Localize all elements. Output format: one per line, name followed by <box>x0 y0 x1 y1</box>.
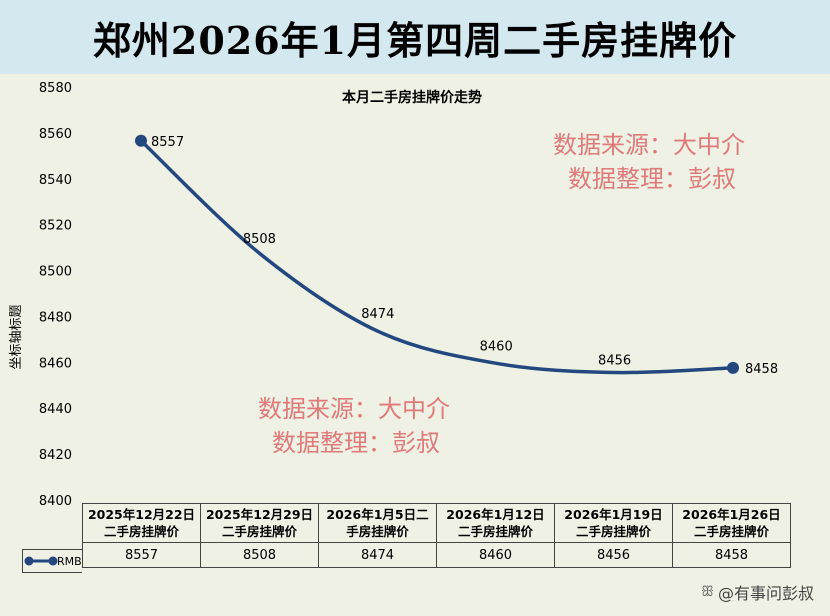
footer-watermark: ꕥ @有事问彭叔 <box>701 580 814 604</box>
y-tick-label: 8460 <box>39 356 72 371</box>
data-label: 8474 <box>361 307 394 322</box>
category-label-line: 二手房挂牌价 <box>575 524 651 539</box>
category-label-line: 2026年1月12日 <box>446 507 545 522</box>
data-point-marker <box>727 361 739 374</box>
platform-logo-icon: ꕥ <box>700 584 714 600</box>
y-tick-label: 8400 <box>39 494 72 509</box>
y-tick-label: 8480 <box>39 310 72 325</box>
category-label-line: 二手房挂牌价 <box>103 524 179 539</box>
legend-label: RMB <box>57 554 82 568</box>
table-value-cell: 8458 <box>672 542 791 568</box>
table-header-cell: 2025年12月29日 二手房挂牌价 <box>200 503 319 543</box>
data-label: 8458 <box>745 362 778 377</box>
y-tick-label: 8500 <box>39 265 72 280</box>
table-value-cell: 8474 <box>318 542 437 568</box>
watermark-top: 数据来源：大中介 数据整理：彭叔 <box>553 131 745 193</box>
legend-marker-icon <box>24 556 58 566</box>
table-value-row: 8557 8508 8474 8460 8456 8458 <box>82 542 791 568</box>
table-header-cell: 2025年12月22日 二手房挂牌价 <box>82 503 201 543</box>
table-header-row: 2025年12月22日 二手房挂牌价 2025年12月29日 二手房挂牌价 2026年1… <box>82 503 791 543</box>
watermark-editor-top: 数据整理：彭叔 <box>568 165 736 193</box>
table-value-cell: 8508 <box>200 542 319 568</box>
data-label: 8557 <box>151 135 184 150</box>
y-axis-title: 坐标轴标题 <box>9 304 24 369</box>
line-chart: 本月二手房挂牌价走势 坐标轴标题 8400 8420 8440 8460 8480 850… <box>0 74 830 616</box>
series-line-rmb <box>139 139 735 375</box>
category-label-line: 2026年1月26日 <box>682 507 781 522</box>
table-header-cell: 2026年1月19日 二手房挂牌价 <box>554 503 673 543</box>
category-label-line: 手房挂牌价 <box>346 524 409 539</box>
category-label-line: 2026年1月5日二 <box>326 507 429 522</box>
watermark-editor-bottom: 数据整理：彭叔 <box>272 429 440 457</box>
category-label-line: 2025年12月29日 <box>205 507 314 522</box>
y-tick-label: 8420 <box>39 448 72 463</box>
data-label: 8508 <box>243 232 276 247</box>
page-title: 郑州2026年1月第四周二手房挂牌价 <box>92 17 738 63</box>
watermark-source-bottom: 数据来源：大中介 <box>258 395 450 423</box>
data-label: 8460 <box>480 339 513 354</box>
data-label: 8456 <box>598 354 631 369</box>
y-tick-label: 8520 <box>39 219 72 234</box>
watermark-bottom: 数据来源：大中介 数据整理：彭叔 <box>258 395 450 457</box>
table-header-cell: 2026年1月12日 二手房挂牌价 <box>436 503 555 543</box>
category-label-line: 二手房挂牌价 <box>457 524 533 539</box>
data-points <box>135 134 739 374</box>
chart-svg: 本月二手房挂牌价走势 坐标轴标题 8400 8420 8440 8460 8480 850… <box>9 81 778 509</box>
chart-title: 本月二手房挂牌价走势 <box>342 89 482 106</box>
category-label-line: 2026年1月19日 <box>564 507 663 522</box>
data-table: 2025年12月22日 二手房挂牌价 2025年12月29日 二手房挂牌价 2026年1… <box>82 503 791 568</box>
category-label-line: 2025年12月22日 <box>87 507 196 522</box>
table-header-cell: 2026年1月26日 二手房挂牌价 <box>672 503 791 543</box>
y-axis-ticks: 8400 8420 8440 8460 8480 8500 8520 8540 8560 8580 <box>39 81 72 509</box>
data-labels: 8557 8508 8474 8460 8456 8458 <box>151 135 778 377</box>
y-tick-label: 8440 <box>39 402 72 417</box>
table-value-cell: 8557 <box>82 542 201 568</box>
table-value-cell: 8460 <box>436 542 555 568</box>
legend: RMB <box>22 549 82 573</box>
y-tick-label: 8580 <box>39 81 72 96</box>
category-label-line: 二手房挂牌价 <box>693 524 769 539</box>
data-point-marker <box>135 134 147 147</box>
y-tick-label: 8540 <box>39 173 72 188</box>
category-label-line: 二手房挂牌价 <box>221 524 297 539</box>
y-tick-label: 8560 <box>39 127 72 142</box>
table-value-cell: 8456 <box>554 542 673 568</box>
footer-credit: @有事问彭叔 <box>717 584 814 603</box>
watermark-source-top: 数据来源：大中介 <box>553 131 745 159</box>
header-banner: 郑州2026年1月第四周二手房挂牌价 <box>0 0 830 74</box>
table-header-cell: 2026年1月5日二 手房挂牌价 <box>318 503 437 543</box>
